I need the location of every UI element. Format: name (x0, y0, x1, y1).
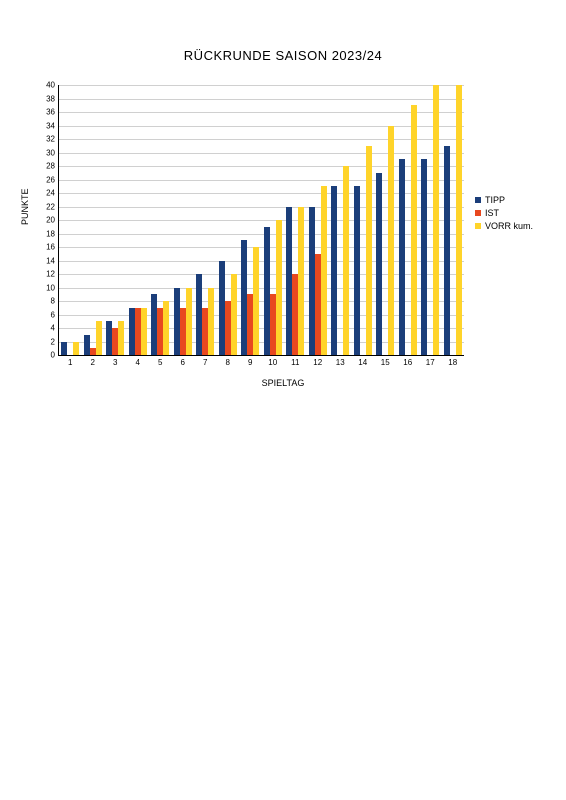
bar (61, 342, 67, 356)
bar (118, 321, 124, 355)
gridline (59, 85, 464, 86)
x-tick-label: 6 (181, 358, 185, 367)
x-tick-label: 5 (158, 358, 162, 367)
y-tick-label: 34 (46, 121, 55, 130)
bar (366, 146, 372, 355)
bar (354, 186, 360, 355)
y-tick-label: 4 (51, 324, 55, 333)
bar (163, 301, 169, 355)
bar (141, 308, 147, 355)
legend-item: VORR kum. (475, 221, 533, 231)
x-tick-label: 15 (381, 358, 390, 367)
y-tick-label: 36 (46, 108, 55, 117)
bar (276, 220, 282, 355)
legend-swatch (475, 210, 481, 216)
legend-label: TIPP (485, 195, 505, 205)
x-tick-label: 10 (268, 358, 277, 367)
bar (253, 247, 259, 355)
bar (331, 186, 337, 355)
y-tick-label: 14 (46, 256, 55, 265)
x-tick-label: 1 (68, 358, 72, 367)
y-tick-label: 10 (46, 283, 55, 292)
x-tick-label: 9 (248, 358, 252, 367)
x-tick-label: 12 (313, 358, 322, 367)
bar (399, 159, 405, 355)
x-tick-label: 2 (91, 358, 95, 367)
bar (411, 105, 417, 355)
x-tick-label: 7 (203, 358, 207, 367)
bar (231, 274, 237, 355)
y-tick-label: 0 (51, 351, 55, 360)
legend-item: TIPP (475, 195, 533, 205)
y-tick-label: 18 (46, 229, 55, 238)
y-tick-label: 40 (46, 81, 55, 90)
y-tick-label: 20 (46, 216, 55, 225)
bar (444, 146, 450, 355)
gridline (59, 139, 464, 140)
gridline (59, 126, 464, 127)
legend-swatch (475, 223, 481, 229)
plot-area: 0246810121416182022242628303234363840123… (58, 85, 464, 356)
gridline (59, 153, 464, 154)
bar (96, 321, 102, 355)
x-tick-label: 17 (426, 358, 435, 367)
x-axis-label: SPIELTAG (0, 378, 566, 388)
x-tick-label: 16 (403, 358, 412, 367)
bar (343, 166, 349, 355)
bar (321, 186, 327, 355)
bar (186, 288, 192, 356)
y-tick-label: 12 (46, 270, 55, 279)
y-tick-label: 38 (46, 94, 55, 103)
bar (421, 159, 427, 355)
y-tick-label: 26 (46, 175, 55, 184)
y-tick-label: 16 (46, 243, 55, 252)
y-tick-label: 8 (51, 297, 55, 306)
legend-label: VORR kum. (485, 221, 533, 231)
page-root: RÜCKRUNDE SAISON 2023/24 PUNKTE 02468101… (0, 0, 566, 800)
legend-swatch (475, 197, 481, 203)
bar (456, 85, 462, 355)
x-tick-label: 14 (358, 358, 367, 367)
bar (208, 288, 214, 356)
y-tick-label: 32 (46, 135, 55, 144)
x-tick-label: 4 (136, 358, 140, 367)
bar (388, 126, 394, 356)
x-tick-label: 8 (226, 358, 230, 367)
legend-label: IST (485, 208, 499, 218)
y-tick-label: 28 (46, 162, 55, 171)
y-tick-label: 2 (51, 337, 55, 346)
x-tick-label: 13 (336, 358, 345, 367)
legend: TIPP IST VORR kum. (475, 195, 533, 234)
x-tick-label: 18 (448, 358, 457, 367)
y-tick-label: 30 (46, 148, 55, 157)
bar (433, 85, 439, 355)
legend-item: IST (475, 208, 533, 218)
bar (376, 173, 382, 355)
bar (298, 207, 304, 356)
chart-title: RÜCKRUNDE SAISON 2023/24 (0, 48, 566, 63)
x-tick-label: 11 (291, 358, 299, 367)
y-axis-label: PUNKTE (20, 188, 30, 225)
y-tick-label: 22 (46, 202, 55, 211)
bar (73, 342, 79, 356)
y-tick-label: 24 (46, 189, 55, 198)
gridline (59, 112, 464, 113)
y-tick-label: 6 (51, 310, 55, 319)
x-tick-label: 3 (113, 358, 117, 367)
gridline (59, 99, 464, 100)
